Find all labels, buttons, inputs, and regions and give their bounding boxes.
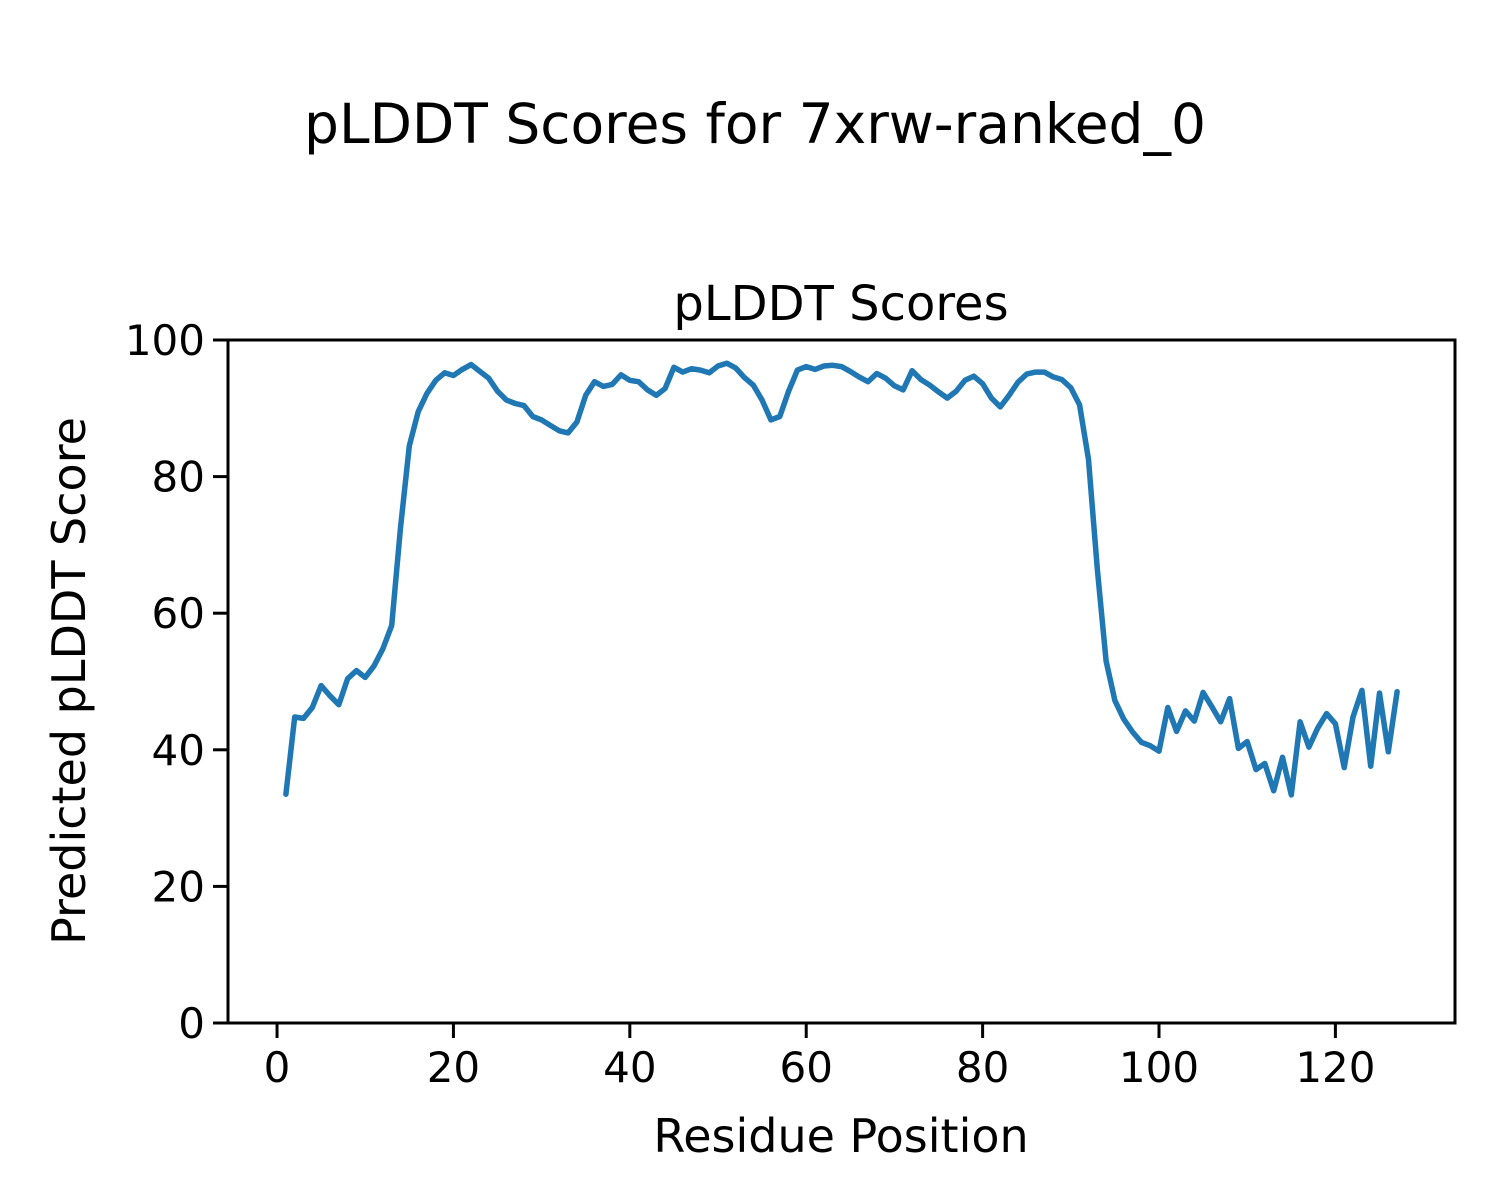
- x-axis-label: Residue Position: [653, 1109, 1028, 1163]
- y-axis-label: Predicted pLDDT Score: [42, 417, 96, 945]
- x-tick-label: 120: [1295, 1043, 1375, 1092]
- y-tick-label: 0: [178, 999, 205, 1048]
- y-tick-label: 20: [152, 862, 205, 911]
- axis-ticks: 0 20 40 60 80 100 120 0 20 40 60 80 100: [125, 316, 1376, 1092]
- x-tick-label: 40: [603, 1043, 656, 1092]
- x-tick-label: 60: [779, 1043, 832, 1092]
- data-series: [283, 360, 1400, 798]
- y-tick-label: 100: [125, 316, 205, 365]
- figure-title: pLDDT Scores for 7xrw-ranked_0: [304, 92, 1206, 156]
- y-tick-label: 40: [152, 726, 205, 775]
- plddt-line: [283, 360, 1400, 798]
- axes-title: pLDDT Scores: [673, 276, 1008, 332]
- plot-border: [226, 338, 1457, 1025]
- x-tick-label: 100: [1119, 1043, 1199, 1092]
- x-tick-label: 0: [264, 1043, 291, 1092]
- x-tick-label: 80: [956, 1043, 1009, 1092]
- y-tick-label: 80: [152, 453, 205, 502]
- x-tick-label: 20: [427, 1043, 480, 1092]
- y-tick-label: 60: [152, 589, 205, 638]
